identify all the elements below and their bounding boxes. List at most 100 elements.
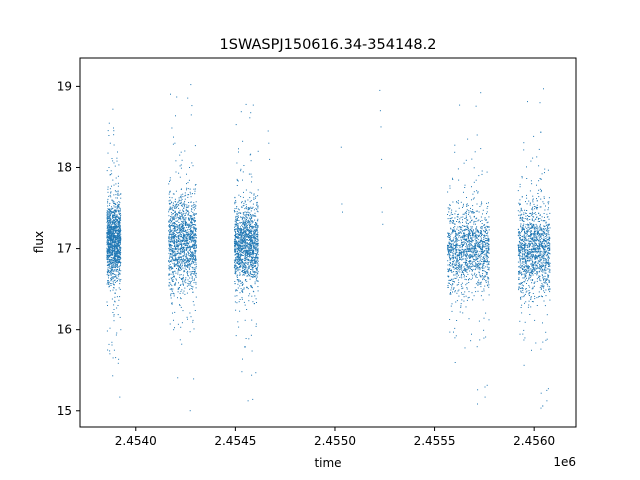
data-point	[172, 262, 174, 264]
data-point	[454, 248, 456, 250]
data-point	[195, 205, 197, 207]
data-point	[175, 223, 176, 225]
data-point	[108, 246, 110, 248]
data-point	[115, 229, 117, 231]
data-point	[255, 256, 257, 258]
data-point	[112, 257, 114, 259]
data-point	[184, 260, 185, 262]
data-point	[187, 229, 188, 231]
data-point	[251, 238, 253, 240]
data-point	[188, 218, 190, 220]
data-point	[251, 374, 253, 376]
data-point	[186, 316, 188, 318]
data-point	[177, 240, 179, 242]
data-point	[189, 277, 191, 279]
data-point	[257, 251, 259, 253]
data-point	[194, 145, 196, 147]
data-point	[170, 259, 172, 261]
data-point	[476, 203, 478, 205]
data-point	[113, 223, 115, 225]
data-point	[190, 252, 192, 253]
data-point	[244, 271, 246, 272]
data-point	[237, 227, 239, 229]
data-point	[455, 301, 457, 303]
data-point	[465, 255, 466, 257]
data-point	[252, 261, 254, 263]
data-point	[109, 266, 111, 268]
data-point	[256, 258, 258, 260]
data-point	[242, 242, 244, 244]
data-point	[180, 326, 182, 328]
data-point	[195, 213, 197, 215]
data-point	[237, 237, 239, 239]
data-point	[168, 237, 170, 239]
data-point	[468, 232, 470, 234]
data-point	[174, 264, 176, 266]
data-point	[107, 243, 109, 245]
data-point	[248, 207, 250, 209]
data-point	[456, 221, 458, 222]
data-point	[239, 257, 241, 259]
data-point	[249, 191, 251, 193]
data-point	[458, 265, 460, 267]
data-point	[185, 225, 186, 226]
data-point	[190, 218, 192, 220]
data-point	[241, 245, 243, 247]
data-point	[255, 323, 257, 325]
data-point	[170, 229, 171, 231]
data-point	[195, 283, 197, 285]
data-point	[243, 250, 245, 252]
data-point	[244, 240, 246, 242]
data-point	[180, 219, 182, 221]
data-point	[183, 240, 185, 242]
data-point	[108, 195, 110, 197]
data-point	[175, 115, 176, 117]
data-point	[174, 222, 176, 224]
data-point	[111, 253, 113, 255]
data-point	[471, 250, 472, 252]
data-point	[183, 247, 185, 249]
data-point	[193, 237, 195, 239]
data-point	[183, 284, 184, 286]
data-point	[255, 237, 257, 239]
data-point	[468, 296, 470, 298]
data-point	[184, 265, 186, 267]
data-point	[194, 244, 196, 246]
data-point	[195, 224, 197, 226]
data-point	[186, 234, 188, 235]
data-point	[114, 301, 116, 303]
data-point	[182, 219, 184, 221]
data-point	[177, 271, 179, 273]
data-point	[111, 245, 113, 247]
data-point	[240, 238, 242, 240]
data-point	[244, 226, 246, 228]
data-point	[114, 254, 116, 256]
data-point	[250, 243, 252, 244]
data-point	[173, 250, 175, 252]
data-point	[187, 234, 189, 236]
data-point	[109, 226, 111, 228]
data-point	[116, 227, 118, 229]
data-point	[190, 236, 192, 238]
data-point	[189, 259, 191, 261]
data-point	[111, 240, 113, 242]
data-point	[235, 215, 237, 217]
data-point	[181, 198, 183, 200]
data-point	[180, 290, 182, 292]
data-point	[191, 253, 193, 255]
data-point	[236, 212, 238, 214]
data-point	[183, 252, 185, 254]
data-point	[242, 289, 244, 291]
data-point	[117, 253, 119, 255]
data-point	[183, 218, 185, 220]
data-point	[179, 229, 181, 230]
data-point	[451, 244, 453, 245]
data-point	[250, 153, 252, 155]
data-point	[237, 248, 239, 250]
data-point	[237, 274, 239, 276]
data-point	[181, 322, 183, 324]
data-point	[243, 214, 245, 216]
data-point	[175, 242, 177, 244]
data-point	[458, 295, 460, 297]
data-point	[119, 259, 121, 261]
